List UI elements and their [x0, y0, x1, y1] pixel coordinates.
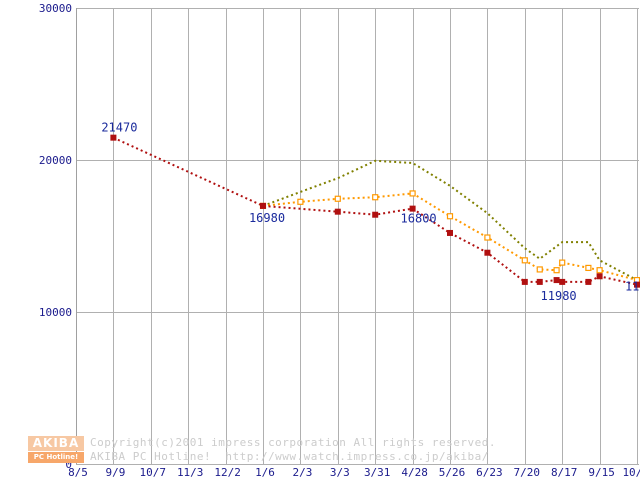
data-marker-low [559, 278, 566, 285]
x-tick-label: 12/2 [214, 466, 241, 479]
x-tick-label: 8/5 [68, 466, 88, 479]
data-marker-low [484, 249, 491, 256]
data-marker-mid [536, 266, 543, 273]
data-marker-mid [585, 264, 592, 272]
x-tick-label: 5/26 [439, 466, 466, 479]
data-marker-low [536, 278, 543, 285]
x-tick-label: 10/13 [622, 466, 640, 479]
point-value-label: 21470 [101, 121, 137, 135]
x-tick-label: 3/31 [364, 466, 391, 479]
y-tick-label: 30000 [39, 2, 72, 15]
markers-layer [110, 134, 640, 288]
data-marker-mid [372, 194, 379, 201]
data-marker-mid [521, 257, 528, 264]
gridlines [76, 8, 639, 465]
series-line-mid [262, 192, 638, 282]
data-marker-low [447, 229, 453, 236]
point-value-label: 11800 [625, 280, 640, 294]
x-tick-label: 9/15 [588, 466, 615, 479]
x-tick-label: 8/17 [551, 466, 578, 479]
point-value-label: 16980 [249, 211, 285, 225]
series-layer [112, 136, 638, 286]
data-marker-low [596, 273, 603, 280]
data-marker-low [409, 205, 416, 212]
data-marker-low [110, 134, 117, 141]
data-marker-mid [553, 267, 560, 274]
data-marker-low [372, 211, 379, 218]
x-tick-label: 6/23 [476, 466, 503, 479]
point-value-label: 16800 [401, 212, 437, 226]
x-tick-label: 7/20 [514, 466, 541, 479]
data-marker-low [585, 278, 592, 285]
data-marker-mid [409, 190, 416, 197]
data-marker-low [553, 277, 560, 284]
x-tick-label: 1/6 [255, 466, 275, 479]
x-tick-label: 2/3 [292, 466, 312, 479]
data-marker-low [334, 208, 341, 215]
data-marker-mid [559, 259, 566, 266]
point-value-label: 11980 [541, 289, 577, 303]
data-marker-mid [596, 267, 603, 274]
data-marker-low [260, 202, 266, 209]
x-tick-label: 3/3 [330, 466, 350, 479]
x-tick-label: 11/3 [177, 466, 204, 479]
series-line-low [112, 136, 638, 286]
x-tick-label: 4/28 [401, 466, 428, 479]
y-tick-label: 20000 [39, 154, 72, 167]
x-tick-label: 10/7 [140, 466, 167, 479]
data-marker-low [521, 278, 528, 285]
data-marker-mid [446, 213, 454, 220]
data-marker-mid [484, 234, 491, 241]
y-tick-label: 10000 [39, 306, 72, 319]
data-point-annotations: 21470 16980 16800 11980 11800 [101, 121, 640, 303]
y-axis-labels: 0 10000 20000 30000 [39, 2, 72, 471]
y-tick-label: 0 [65, 458, 72, 471]
data-marker-mid [334, 195, 341, 202]
x-axis-labels: 8/5 9/9 10/7 11/3 12/2 1/6 2/3 3/3 3/31 4/28 5/26 6… [68, 466, 640, 479]
data-marker-mid [297, 198, 304, 205]
x-tick-label: 9/9 [105, 466, 125, 479]
